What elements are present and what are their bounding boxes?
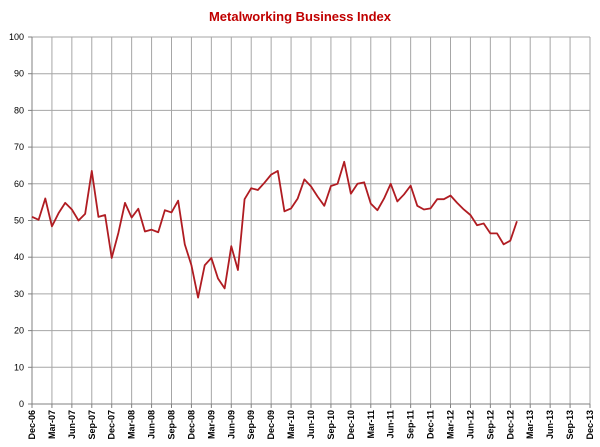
y-tick-label: 50 <box>14 216 24 226</box>
x-tick-label: Dec-11 <box>426 410 436 439</box>
x-tick-label: Mar-13 <box>525 410 535 439</box>
x-tick-label: Sep-13 <box>565 410 575 440</box>
x-tick-label: Mar-07 <box>47 410 57 439</box>
x-tick-label: Dec-10 <box>346 410 356 440</box>
y-tick-label: 90 <box>14 69 24 79</box>
x-axis-tick-labels: Dec-06 Mar-07 Jun-07 Sep-07 Dec-07 Mar-08 Jun-… <box>27 410 595 440</box>
x-tick-label: Mar-08 <box>127 410 137 439</box>
x-tick-label: Dec-08 <box>186 410 196 440</box>
x-tick-label: Mar-12 <box>446 410 456 439</box>
x-tick-label: Mar-10 <box>286 410 296 439</box>
y-tick-label: 0 <box>19 399 24 409</box>
y-tick-label: 40 <box>14 252 24 262</box>
x-tick-label: Jun-11 <box>386 410 396 439</box>
y-tick-label: 70 <box>14 142 24 152</box>
x-tick-label: Jun-10 <box>306 410 316 439</box>
y-tick-label: 10 <box>14 362 24 372</box>
x-tick-label: Mar-11 <box>366 410 376 439</box>
y-tick-label: 60 <box>14 179 24 189</box>
x-tick-label: Dec-12 <box>505 410 515 440</box>
chart-title: Metalworking Business Index <box>209 9 392 24</box>
x-tick-label: Mar-09 <box>206 410 216 439</box>
horizontal-gridlines <box>32 36 590 368</box>
x-tick-label: Sep-12 <box>485 410 495 440</box>
x-tick-label: Sep-07 <box>87 410 97 440</box>
series-group <box>31 160 518 299</box>
x-tick-label: Dec-07 <box>107 410 117 440</box>
y-tick-label: 20 <box>14 326 24 336</box>
x-tick-label: Dec-13 <box>585 410 595 440</box>
x-tick-label: Sep-09 <box>246 410 256 440</box>
x-tick-label: Jun-13 <box>545 410 555 439</box>
x-tick-label: Jun-07 <box>67 410 77 439</box>
x-tick-label: Dec-06 <box>27 410 37 440</box>
y-tick-label: 30 <box>14 289 24 299</box>
x-tick-label: Dec-09 <box>266 410 276 440</box>
x-tick-label: Sep-11 <box>406 410 416 439</box>
x-tick-label: Jun-08 <box>147 410 157 439</box>
y-tick-label: 100 <box>9 32 24 42</box>
series-line <box>31 160 518 299</box>
x-tick-label: Jun-12 <box>465 410 475 439</box>
y-tick-label: 80 <box>14 105 24 115</box>
axes <box>28 36 591 408</box>
y-axis-tick-labels: 0 10 20 30 40 50 60 70 80 90 100 <box>9 32 24 409</box>
x-tick-label: Sep-10 <box>326 410 336 440</box>
x-tick-label: Jun-09 <box>226 410 236 439</box>
x-tick-label: Sep-08 <box>167 410 177 440</box>
